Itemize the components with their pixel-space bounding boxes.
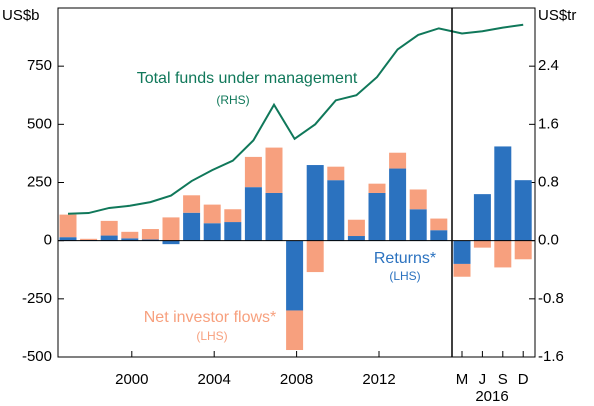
bar-segment bbox=[203, 223, 221, 241]
y-tick-label: 0 bbox=[44, 232, 52, 249]
bar-segment bbox=[286, 310, 304, 351]
x-group-label: 2016 bbox=[475, 388, 508, 405]
series-axis-note: (LHS) bbox=[389, 269, 420, 283]
bar-segment bbox=[183, 195, 201, 213]
series-label: Net investor flows* bbox=[144, 309, 277, 326]
x-tick-label: 2004 bbox=[198, 371, 231, 388]
bar-segment bbox=[347, 219, 365, 237]
bar-segment bbox=[453, 263, 471, 277]
bar-segment bbox=[389, 168, 407, 241]
bar-segment bbox=[327, 166, 345, 181]
bar-segment bbox=[306, 240, 324, 273]
y2-tick-label: 1.6 bbox=[538, 115, 559, 132]
bar-segment bbox=[409, 189, 427, 210]
x-tick-label: 2012 bbox=[362, 371, 395, 388]
bar-segment bbox=[59, 237, 77, 241]
bar-segment bbox=[244, 156, 262, 188]
x-tick-label: J bbox=[479, 371, 487, 388]
bar-segment bbox=[121, 238, 139, 241]
x-tick-label: 2000 bbox=[115, 371, 148, 388]
y-tick-label: 500 bbox=[27, 115, 52, 132]
x-tick-label: D bbox=[518, 371, 529, 388]
bar-segment bbox=[183, 212, 201, 241]
bar-segment bbox=[514, 240, 532, 260]
y-tick-label: -500 bbox=[22, 348, 52, 365]
bar-segment bbox=[203, 204, 221, 224]
bar-segment bbox=[244, 187, 262, 241]
x-tick-label: 2008 bbox=[280, 371, 313, 388]
bar-segment bbox=[514, 180, 532, 241]
line bbox=[67, 23, 524, 215]
series-axis-note: (RHS) bbox=[216, 93, 249, 107]
y-unit: US$b bbox=[2, 7, 40, 24]
y2-tick-label: 2.4 bbox=[538, 57, 559, 74]
bar-segment bbox=[473, 194, 491, 241]
series-label: Returns* bbox=[374, 250, 436, 267]
bar-segment bbox=[473, 240, 491, 248]
y-tick-label: 250 bbox=[27, 173, 52, 190]
bar-segment bbox=[265, 147, 283, 193]
bar-segment bbox=[162, 217, 180, 241]
bar-segment bbox=[80, 238, 98, 240]
bar-segment bbox=[430, 230, 448, 241]
bar-segment bbox=[306, 165, 324, 241]
bar-segment bbox=[141, 229, 159, 240]
bar-segment bbox=[389, 152, 407, 169]
bar-segment bbox=[409, 209, 427, 241]
bar-segment bbox=[494, 240, 512, 268]
bar-segment bbox=[347, 236, 365, 241]
bar-segment bbox=[162, 240, 180, 245]
bar-segment bbox=[368, 183, 386, 193]
bar-segment bbox=[368, 192, 386, 241]
bar-segment bbox=[430, 218, 448, 231]
x-tick-label: M bbox=[456, 371, 469, 388]
series-axis-note: (LHS) bbox=[196, 329, 227, 343]
bar-segment bbox=[286, 240, 304, 311]
x-tick-label: S bbox=[498, 371, 508, 388]
y2-tick-label: 0.8 bbox=[538, 173, 559, 190]
y2-tick-label: -1.6 bbox=[538, 348, 564, 365]
bar-segment bbox=[494, 146, 512, 241]
y-tick-label: 750 bbox=[27, 57, 52, 74]
bar-segment bbox=[453, 240, 471, 264]
bar-segment bbox=[265, 192, 283, 241]
bar-segment bbox=[59, 214, 77, 238]
y2-tick-label: 0.0 bbox=[538, 232, 559, 249]
y-tick-label: -250 bbox=[22, 290, 52, 307]
y2-tick-label: -0.8 bbox=[538, 290, 564, 307]
bar-segment bbox=[121, 231, 139, 239]
y2-unit: US$tr bbox=[538, 7, 576, 24]
bar-segment bbox=[100, 235, 118, 241]
bar-segment bbox=[224, 222, 242, 241]
series-label: Total funds under management bbox=[137, 70, 358, 87]
bar-segment bbox=[327, 180, 345, 241]
bar-segment bbox=[141, 239, 159, 241]
bar-segment bbox=[224, 209, 242, 223]
bar-segment bbox=[100, 220, 118, 236]
